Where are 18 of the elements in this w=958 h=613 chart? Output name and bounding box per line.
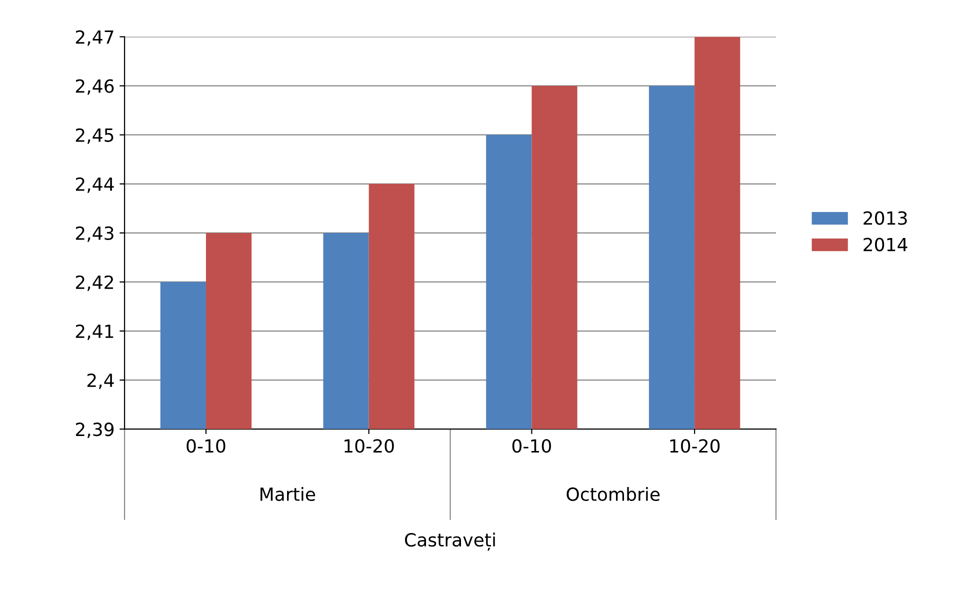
text: Martie [260, 487, 316, 502]
x-tick-label: 10-20 [344, 439, 394, 453]
legend-label: 2013 [864, 211, 907, 225]
y-tick-label: 2,46 [76, 79, 114, 95]
y-tick-label: 2,43 [76, 226, 114, 242]
y-tick-label: 2,41 [76, 324, 114, 340]
y-tick-label: 2,45 [76, 128, 114, 144]
y-tick-label: 2,4 [87, 374, 114, 390]
x-tick-label: 10-20 [670, 439, 720, 453]
y-tick-label: 2,44 [76, 177, 114, 193]
legend-label: 2014 [864, 238, 908, 252]
x-tick-label: 0-10 [512, 439, 551, 453]
y-tick-label: 2,47 [76, 30, 114, 46]
x-tick-label: 0-10 [186, 439, 226, 453]
y-tick-label: 2,42 [76, 275, 114, 291]
text: Octombrie [566, 487, 660, 502]
y-tick-label: 2,39 [76, 422, 114, 438]
x-axis-title: Castraveți [405, 532, 495, 551]
